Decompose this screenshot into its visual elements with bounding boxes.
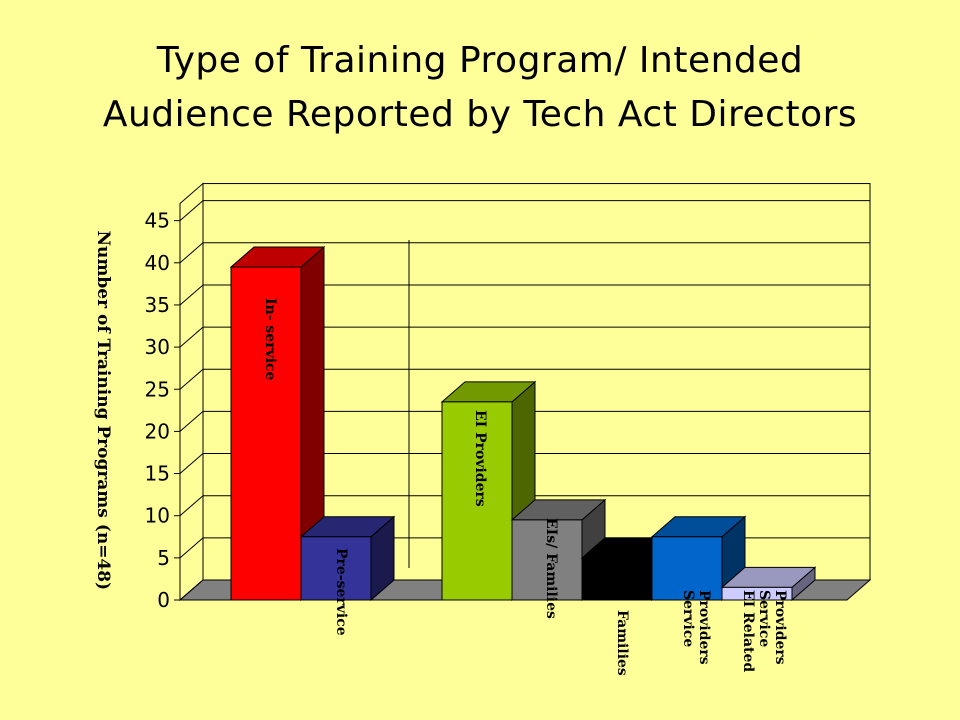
chart-title: Type of Training Program/ Intended Audie… [0,34,960,142]
bar-pre-service [300,536,372,601]
bar-families [581,557,653,601]
bar-label-eis-families: EIs/ Families [543,518,559,619]
gridline [179,242,870,264]
bar-label-ei-providers: EI Providers [472,410,488,507]
bar-label-pre-service: Pre-service [333,548,349,636]
y-tick-label: 20 [145,419,170,443]
y-tick-label: 40 [145,251,170,275]
bar-eis-families [511,519,583,601]
gridline [179,410,870,432]
y-tick-label: 25 [145,377,170,401]
y-tick-label: 15 [145,462,170,486]
bar-label-ei-related-service-providers: EI RelatedServiceProviders [740,590,788,672]
bar-label-in-service: In- service [262,298,278,381]
gridline [179,200,870,222]
y-tick-label: 0 [157,588,170,612]
title-line-2: Audience Reported by Tech Act Directors [102,94,858,135]
y-tick-label: 45 [145,209,170,233]
y-tick-label: 30 [145,335,170,359]
y-tick-label: 5 [157,546,170,570]
bar-ei-related-service-providers [721,586,793,601]
gridline [179,368,870,390]
title-line-1: Type of Training Program/ Intended [156,40,804,81]
gridline [179,284,870,306]
bar-label-service-providers: ServiceProviders [680,590,712,665]
bar-label-families: Families [614,610,630,676]
y-axis-label: Number of Training Programs (n=48) [93,231,113,591]
gridline [179,453,870,474]
bar-service-providers [651,536,723,601]
y-tick-label: 35 [145,293,170,317]
y-tick-label: 10 [145,504,170,528]
gridline [179,495,870,517]
bar-ei-providers [441,401,513,601]
bar-in-service [230,266,302,601]
gridline [179,326,870,348]
